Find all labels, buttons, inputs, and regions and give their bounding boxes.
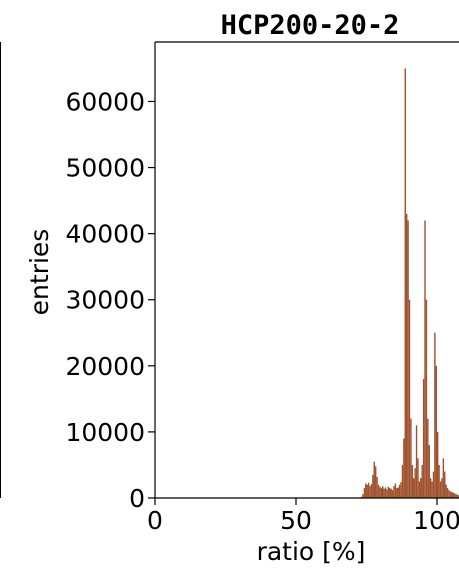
histogram-bar <box>422 379 425 498</box>
histogram-bar <box>387 486 390 498</box>
histogram-bar <box>389 488 391 498</box>
histogram-bar <box>453 493 456 498</box>
histogram-bar <box>451 492 453 498</box>
y-tick-label: 50000 <box>65 154 145 183</box>
chart-title: HCP200-20-2 <box>221 10 400 41</box>
histogram-bar <box>374 466 377 498</box>
histogram-bar <box>418 481 421 498</box>
histogram-bar <box>420 478 422 498</box>
histogram-bar <box>452 492 454 498</box>
histogram-bar <box>413 478 415 498</box>
histogram-bar <box>403 438 405 498</box>
histogram-bar <box>439 481 442 498</box>
histogram-bar <box>372 474 374 498</box>
histogram-bar <box>421 464 423 498</box>
histogram-bar <box>424 220 426 498</box>
histogram-bar <box>410 418 412 498</box>
histogram-bar <box>400 482 402 498</box>
histogram-bar <box>383 488 385 498</box>
histogram-bar <box>415 425 418 498</box>
histogram-bar <box>408 299 411 498</box>
y-tick-label: 10000 <box>65 418 145 447</box>
histogram-bar <box>401 464 404 498</box>
histogram-bar <box>425 299 428 498</box>
histogram-bar <box>437 431 439 498</box>
y-tick-label: 60000 <box>65 87 145 116</box>
y-axis-label: entries <box>25 229 54 316</box>
histogram-bar <box>396 488 398 498</box>
histogram-bar <box>414 468 416 498</box>
histogram-bar <box>377 484 380 498</box>
histogram-bar <box>382 486 384 498</box>
y-tick-label: 30000 <box>65 286 145 315</box>
histogram-bar <box>397 487 399 498</box>
histogram-bar <box>442 458 445 498</box>
histogram-bar <box>455 494 457 498</box>
histogram-bar <box>444 471 446 498</box>
histogram-bar <box>363 488 366 498</box>
histogram-bar <box>398 484 401 498</box>
y-tick-label: 0 <box>129 484 145 513</box>
histogram-bar <box>431 481 433 498</box>
histogram-bar <box>417 458 419 498</box>
x-tick-label: 50 <box>280 506 312 535</box>
histogram-bar <box>427 418 429 498</box>
histogram-bar <box>446 488 449 498</box>
histogram-bar <box>405 213 408 498</box>
histogram-bar <box>384 487 387 498</box>
x-axis-label: ratio [%] <box>257 537 366 566</box>
histogram-bar <box>407 220 409 498</box>
histogram-bar <box>379 486 381 498</box>
x-tick-label: 100 <box>413 506 459 535</box>
histogram-bar <box>456 494 459 498</box>
histogram-bars <box>360 68 459 499</box>
histogram-bar <box>369 486 371 498</box>
histogram-bar <box>362 494 364 498</box>
histogram-bar <box>438 464 440 498</box>
histogram-bar <box>393 486 395 498</box>
y-tick-label: 20000 <box>65 352 145 381</box>
histogram-bar <box>360 496 363 498</box>
histogram-bar <box>448 490 450 498</box>
x-axis-ticks: 0 50 100 <box>147 498 459 535</box>
histogram-bar <box>391 490 394 498</box>
histogram-bar <box>386 489 388 498</box>
histogram-bar <box>411 464 414 498</box>
histogram-bar <box>404 68 406 499</box>
histogram-bar <box>441 478 443 498</box>
histogram-bar <box>366 484 368 498</box>
histogram-bar <box>432 471 435 498</box>
y-tick-label: 40000 <box>65 220 145 249</box>
histogram-bar <box>435 365 437 498</box>
histogram-bar <box>445 484 447 498</box>
histogram-bar <box>429 478 432 498</box>
histogram-bar <box>434 332 436 498</box>
histogram-bar <box>390 488 392 498</box>
histogram-bar <box>370 484 373 498</box>
histogram-bar <box>367 482 370 498</box>
histogram-bar <box>376 476 378 498</box>
histogram-bar <box>380 488 383 498</box>
x-tick-label: 0 <box>147 506 163 535</box>
histogram-bar <box>373 461 375 498</box>
histogram-bar <box>449 491 452 498</box>
histogram-bar <box>365 483 367 498</box>
histogram-bar <box>394 483 397 498</box>
histogram-bar <box>428 445 430 498</box>
y-axis-ticks: 0 10000 20000 30000 40000 50000 60000 <box>65 87 155 513</box>
